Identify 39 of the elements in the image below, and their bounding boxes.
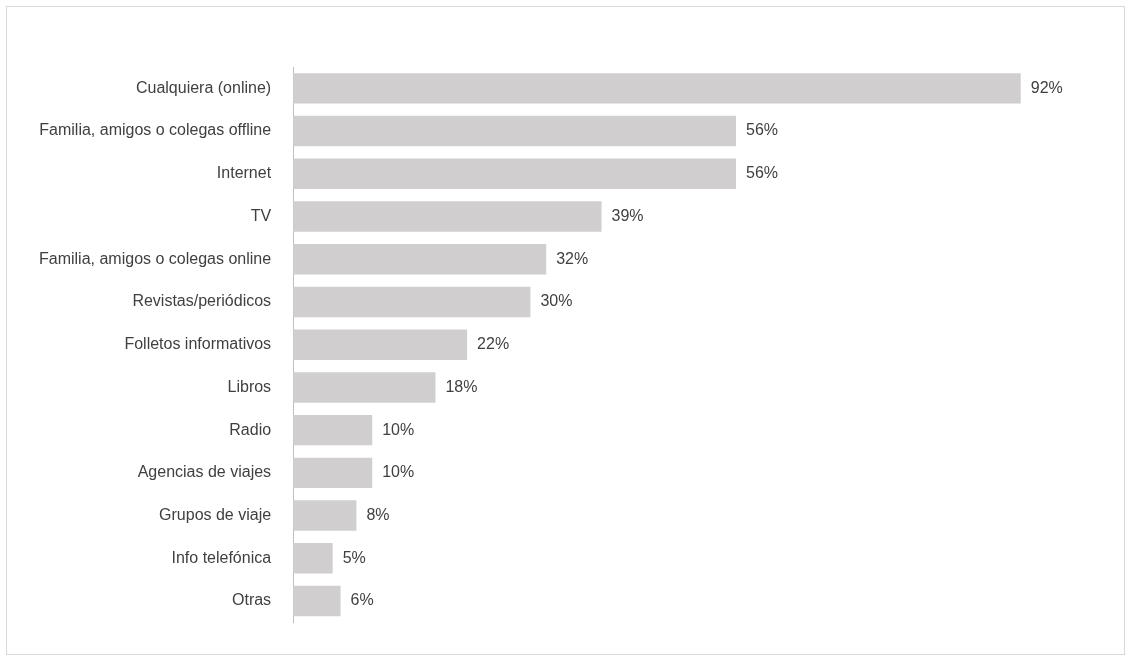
data-label: 92% (1030, 78, 1063, 96)
y-tick-label: Grupos de viaje (159, 506, 272, 523)
bar (293, 543, 333, 574)
bar (293, 201, 602, 232)
bar (293, 457, 373, 489)
y-tick-label: Cualquiera (online) (135, 78, 272, 96)
data-label: 32% (556, 249, 589, 267)
data-label: 39% (611, 206, 644, 224)
y-tick-label: Familia, amigos o colegas online (38, 249, 272, 267)
data-label: 56% (746, 164, 779, 182)
y-tick-label: Folletos informativos (124, 335, 272, 353)
data-label: 10% (382, 420, 415, 438)
y-tick-label: Otras (231, 591, 272, 609)
bar (293, 414, 373, 446)
y-tick-label: Revistas/periódicos (132, 292, 272, 310)
bar (293, 372, 436, 403)
data-label: 18% (445, 377, 478, 395)
bar (293, 158, 737, 190)
data-label: 6% (350, 591, 374, 609)
y-tick-label: TV (250, 206, 272, 224)
y-tick-label: Agencias de viajes (137, 463, 272, 481)
data-label: 8% (366, 506, 390, 523)
bar (293, 244, 547, 275)
bar (293, 73, 1021, 104)
data-label: 5% (342, 548, 366, 566)
y-tick-label: Familia, amigos o colegas offline (39, 121, 272, 139)
data-label: 56% (746, 121, 779, 139)
y-tick-label: Radio (229, 420, 272, 438)
bar (293, 286, 531, 318)
data-label: 30% (540, 292, 573, 310)
data-label: 10% (382, 463, 415, 481)
bar (293, 500, 357, 531)
y-tick-label: Internet (216, 164, 272, 182)
bar (293, 115, 737, 147)
y-tick-label: Libros (227, 377, 272, 395)
bar (293, 329, 468, 360)
y-tick-label: Info telefónica (171, 548, 272, 566)
bar (293, 585, 341, 617)
data-label: 22% (477, 335, 510, 353)
